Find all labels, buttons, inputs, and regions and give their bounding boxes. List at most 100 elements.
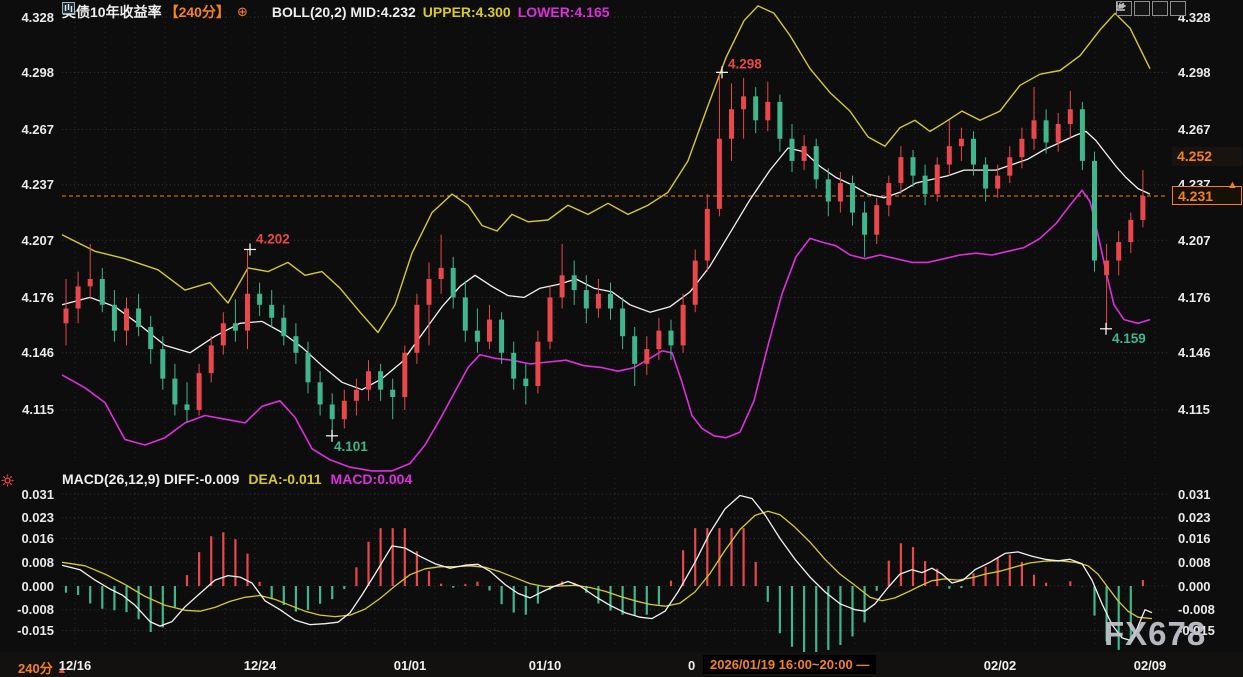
- candle: [148, 326, 154, 350]
- macd-tick-left: -0.015: [17, 623, 54, 638]
- candle: [983, 164, 989, 189]
- candle: [583, 290, 589, 309]
- gridlines: [62, 12, 1168, 656]
- play-forward-icon[interactable]: [1116, 1, 1168, 16]
- annotation-label: 4.159: [1112, 331, 1146, 346]
- go-latest-icon[interactable]: [1116, 1, 1186, 16]
- candle: [487, 319, 492, 342]
- indicator-settings-icon[interactable]: [1, 474, 14, 487]
- price-tick-right: 4.115: [1178, 402, 1210, 418]
- candle: [305, 352, 311, 383]
- candle: [124, 308, 129, 331]
- price-tick-left: 4.115: [22, 402, 54, 418]
- macd-tick-right: 0.023: [1178, 510, 1211, 526]
- candle: [716, 138, 722, 209]
- macd-tick-left: 0.031: [21, 486, 54, 502]
- candle: [245, 293, 250, 331]
- macd-tick-right: 0.031: [1178, 486, 1211, 502]
- candle: [692, 260, 698, 305]
- candle: [341, 400, 347, 420]
- candle: [1007, 157, 1013, 176]
- zoom-prev-icon[interactable]: [1116, 1, 1150, 16]
- truncated-date-label: 0: [688, 658, 696, 673]
- candle: [184, 404, 190, 410]
- time-axis-strip: [0, 652, 1243, 677]
- candle: [644, 349, 650, 364]
- price-arrow-icon[interactable]: ▲: [1227, 179, 1238, 191]
- candle: [317, 382, 323, 405]
- candle: [595, 293, 601, 309]
- macd-tick-left: 0.016: [21, 531, 54, 547]
- candle: [99, 278, 105, 305]
- candle: [462, 297, 468, 331]
- period-badge-label: 240分: [18, 661, 53, 676]
- date-label: 02/02: [983, 658, 1017, 673]
- price-tick-left: 4.176: [21, 289, 54, 305]
- candle: [511, 352, 517, 379]
- price-pane-surface[interactable]: [0, 0, 1243, 465]
- price-tick-left: 4.237: [21, 177, 54, 193]
- candle: [559, 275, 565, 298]
- candle: [1104, 260, 1110, 276]
- macd-header: MACD(26,12,9) DIFF:-0.009 DEA:-0.011 MAC…: [62, 471, 412, 487]
- candle: [922, 175, 928, 195]
- cursor-time-tooltip: 2026/01/19 16:00~20:00 —: [703, 655, 877, 674]
- candle: [862, 212, 868, 235]
- price-badge-4.252: 4.252: [1172, 147, 1242, 167]
- candle: [1043, 120, 1049, 143]
- candle: [753, 96, 759, 121]
- macd-tick-right: 0.016: [1178, 531, 1211, 547]
- candle: [1116, 242, 1122, 261]
- candle: [75, 286, 81, 309]
- macd-tick-left: 0.023: [21, 510, 54, 526]
- macd-tick-left: 0.008: [21, 554, 54, 570]
- candle: [765, 101, 771, 121]
- candle: [571, 275, 577, 291]
- candle: [668, 330, 674, 346]
- candle: [789, 138, 795, 161]
- price-tick-left: 4.267: [21, 122, 54, 138]
- candle: [729, 109, 734, 139]
- candle: [898, 157, 904, 184]
- price-tick-left: 4.298: [21, 64, 54, 80]
- price-badge-4.231: 4.231: [1172, 185, 1242, 205]
- candle: [87, 278, 93, 287]
- candle: [257, 293, 263, 305]
- price-annotations: 4.298 4.202 4.101 4.159: [244, 56, 1146, 454]
- add-indicator-icon[interactable]: ⊕: [236, 4, 248, 19]
- candle: [620, 308, 626, 337]
- chart-toolbar: [1116, 1, 1186, 16]
- candle: [874, 205, 880, 235]
- candle: [825, 179, 831, 202]
- candle: [813, 146, 819, 180]
- candle: [1067, 109, 1073, 125]
- candle: [353, 389, 359, 401]
- candle: [608, 293, 613, 309]
- candle: [1055, 124, 1061, 143]
- candle: [547, 297, 553, 342]
- macd-tick-right: 0.008: [1178, 554, 1211, 570]
- date-label: 02/09: [1133, 658, 1167, 673]
- candle: [402, 352, 408, 398]
- candle: [111, 304, 117, 331]
- macd-lines: [61, 494, 1153, 642]
- candle: [232, 323, 238, 331]
- candle: [450, 267, 456, 298]
- macd-tick-right: -0.015: [1178, 623, 1215, 638]
- macd-pane-surface[interactable]: [0, 465, 1243, 652]
- candle: [196, 373, 202, 410]
- candle: [886, 183, 892, 206]
- period-badge[interactable]: 240分 ▲: [18, 658, 67, 677]
- macd-histogram: [64, 528, 1145, 655]
- candle: [1140, 195, 1146, 220]
- date-label: 01/10: [528, 658, 562, 673]
- candle: [535, 341, 541, 386]
- macd-tick-left: 0.000: [21, 578, 54, 594]
- candle: [63, 308, 69, 324]
- candle: [378, 371, 384, 390]
- date-label: 12/24: [243, 658, 277, 673]
- candle: [1079, 109, 1085, 161]
- candle: [1092, 160, 1097, 261]
- candle: [1019, 138, 1025, 158]
